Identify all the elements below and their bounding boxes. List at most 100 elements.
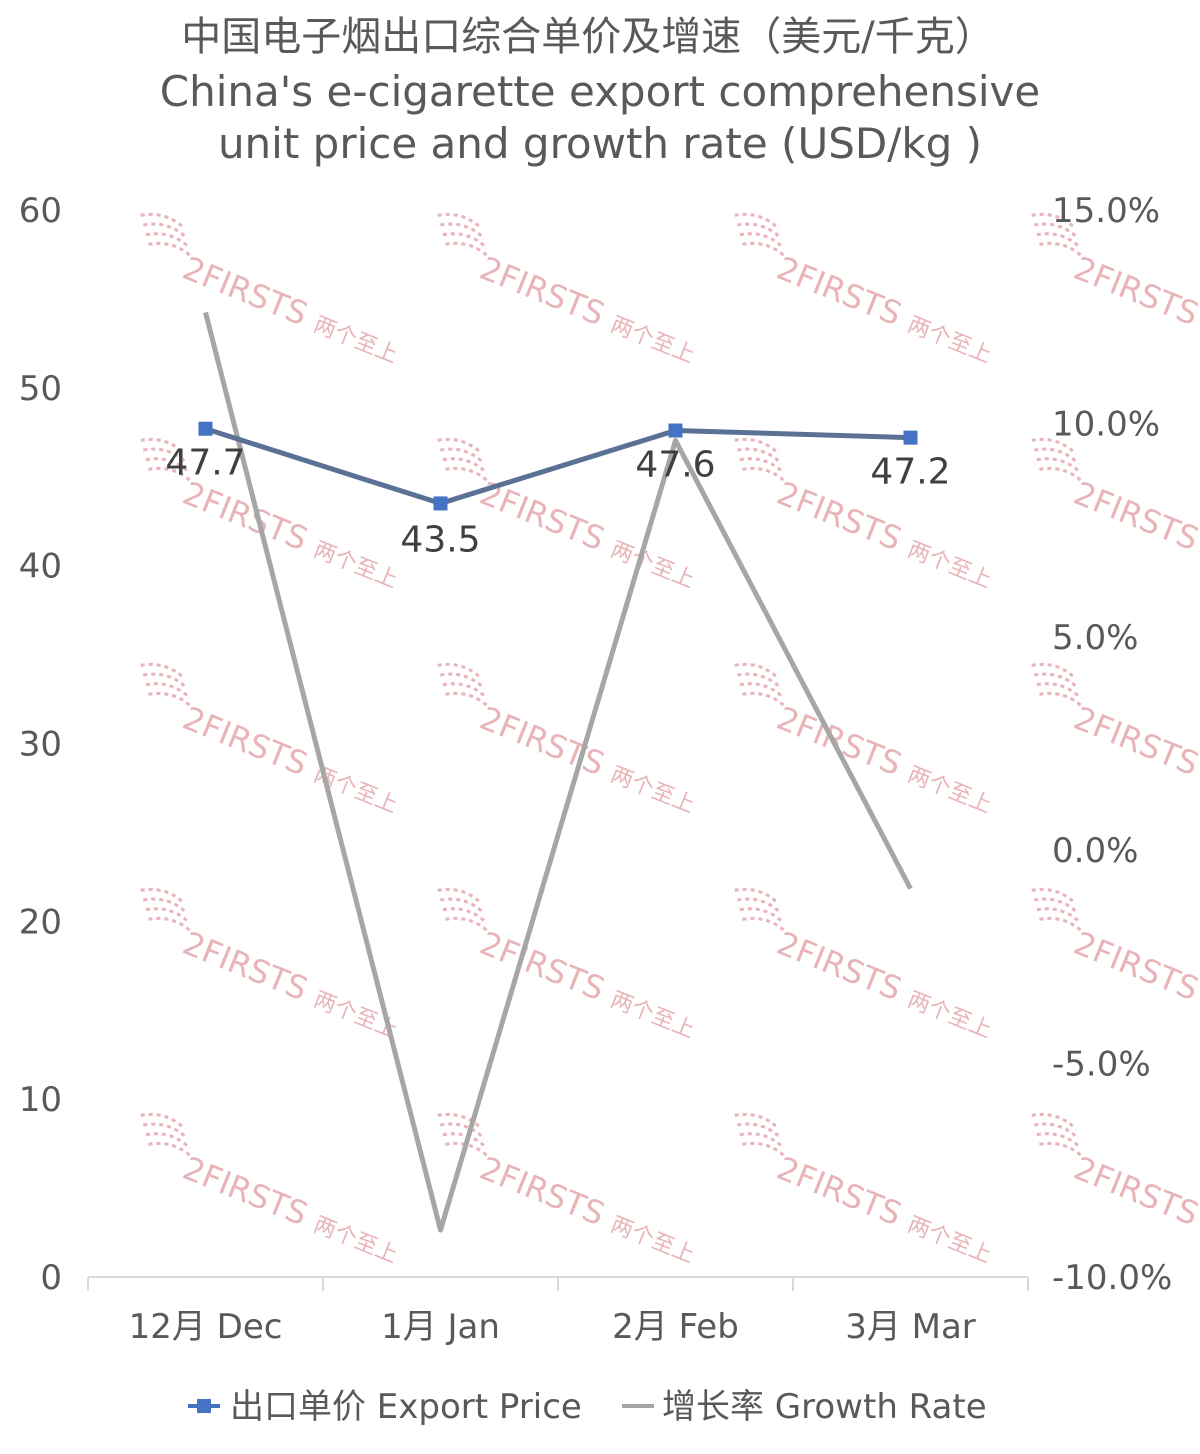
watermark-arc: [148, 916, 194, 934]
export-price-data-label: 47.6: [635, 445, 715, 486]
watermark-arc: [734, 887, 780, 905]
export-price-data-label: 47.7: [165, 443, 245, 484]
chart-title-cn: 中国电子烟出口综合单价及增速（美元/千克）: [181, 14, 994, 60]
right-tick-label: 15.0%: [1052, 191, 1160, 231]
watermark-arc: [1034, 222, 1080, 240]
left-tick-label: 30: [19, 725, 62, 765]
watermark-arc: [145, 232, 192, 250]
watermark-arc: [143, 222, 189, 240]
watermark-arc: [1039, 466, 1085, 484]
watermark-arc: [445, 1141, 491, 1159]
left-tick-label: 40: [19, 547, 62, 587]
x-axis: 12月 Dec 1月 Jan 2月 Feb 3月 Mar: [87, 1277, 1029, 1347]
x-tick-label: 12月 Dec: [129, 1307, 283, 1347]
x-tick-label: 2月 Feb: [612, 1307, 739, 1347]
left-tick-label: 10: [19, 1080, 62, 1120]
watermark-arc: [148, 691, 194, 709]
series-line-growth-rate: [203, 311, 913, 1233]
right-tick-label: -10.0%: [1052, 1258, 1172, 1298]
watermark-arc: [145, 1132, 192, 1150]
watermark-arc: [1036, 232, 1083, 250]
watermark-arc: [437, 1112, 483, 1130]
watermark-arc: [445, 241, 491, 259]
watermark-arc: [1031, 662, 1077, 680]
watermark-arc: [734, 437, 780, 455]
series-line-export-price: [204, 426, 911, 506]
watermark-arc: [440, 672, 486, 690]
watermark-arc: [1031, 212, 1077, 230]
watermark-arc: [437, 437, 483, 455]
chart-title-en-line2: unit price and growth rate (USD/kg ): [218, 119, 982, 168]
watermark-arc: [734, 212, 780, 230]
watermark-arc: [739, 907, 786, 925]
watermark-arc: [437, 662, 483, 680]
watermark-arc: [737, 672, 783, 690]
export-price-data-label: 43.5: [400, 519, 480, 560]
watermark-arc: [1036, 682, 1083, 700]
watermark-arc: [1034, 447, 1080, 465]
watermark-arc: [140, 212, 186, 230]
watermark-arc: [445, 691, 491, 709]
legend-label-growth-rate: 增长率 Growth Rate: [662, 1387, 987, 1427]
watermark-arc: [442, 682, 489, 700]
watermark-arc: [742, 916, 788, 934]
watermark-arc: [445, 916, 491, 934]
watermark-arc: [739, 1132, 786, 1150]
watermark-arc: [145, 457, 192, 475]
plot-area: 47.7 43.5 47.6 47.2: [165, 311, 951, 1233]
right-tick-label: 5.0%: [1052, 618, 1138, 658]
watermark-arc: [442, 457, 489, 475]
watermark-arc: [737, 1122, 783, 1140]
watermark-arc: [1034, 1122, 1080, 1140]
legend: 出口单价 Export Price 增长率 Growth Rate: [188, 1387, 987, 1427]
watermark-arc: [1034, 672, 1080, 690]
left-axis: 0 10 20 30 40 50 60: [19, 191, 62, 1298]
watermark-arc: [143, 897, 189, 915]
watermark-arc: [145, 682, 192, 700]
legend-marker-export-price: [197, 1399, 211, 1413]
legend-label-export-price: 出口单价 Export Price: [230, 1387, 582, 1427]
watermark-arc: [440, 1122, 486, 1140]
watermark-arc: [734, 1112, 780, 1130]
watermark-arc: [140, 437, 186, 455]
watermark-arc: [737, 447, 783, 465]
watermark-arc: [148, 466, 194, 484]
watermark-arc: [1039, 241, 1085, 259]
export-price-marker: [433, 496, 448, 511]
watermark-arc: [143, 447, 189, 465]
watermark-arc: [739, 232, 786, 250]
right-tick-label: -5.0%: [1052, 1045, 1151, 1085]
watermark-arc: [143, 1122, 189, 1140]
export-price-marker: [903, 430, 918, 445]
watermark-arc: [1031, 437, 1077, 455]
right-tick-label: 0.0%: [1052, 831, 1138, 871]
watermark-arc: [140, 1112, 186, 1130]
watermark-arc: [140, 662, 186, 680]
watermark-arc: [742, 1141, 788, 1159]
watermark-arc: [440, 447, 486, 465]
left-tick-label: 50: [19, 369, 62, 409]
export-price-data-label: 47.2: [870, 452, 950, 493]
watermark-arc: [1039, 916, 1085, 934]
watermark-arc: [739, 457, 786, 475]
watermark-arc: [737, 222, 783, 240]
watermark-arc: [140, 887, 186, 905]
watermark-arc: [742, 691, 788, 709]
watermark-arc: [739, 682, 786, 700]
x-tick-label: 1月 Jan: [381, 1307, 500, 1347]
export-price-marker: [198, 421, 213, 436]
watermark-arc: [440, 897, 486, 915]
watermark-arc: [148, 1141, 194, 1159]
left-tick-label: 0: [40, 1258, 62, 1298]
watermark-arc: [442, 232, 489, 250]
watermark-arc: [437, 887, 483, 905]
watermark-arc: [437, 212, 483, 230]
watermark-arc: [143, 672, 189, 690]
left-tick-label: 20: [19, 902, 62, 942]
watermark-arc: [1039, 691, 1085, 709]
watermark-arc: [1036, 1132, 1083, 1150]
watermark-arc: [1031, 887, 1077, 905]
watermark-arc: [737, 897, 783, 915]
watermark-arc: [1031, 1112, 1077, 1130]
